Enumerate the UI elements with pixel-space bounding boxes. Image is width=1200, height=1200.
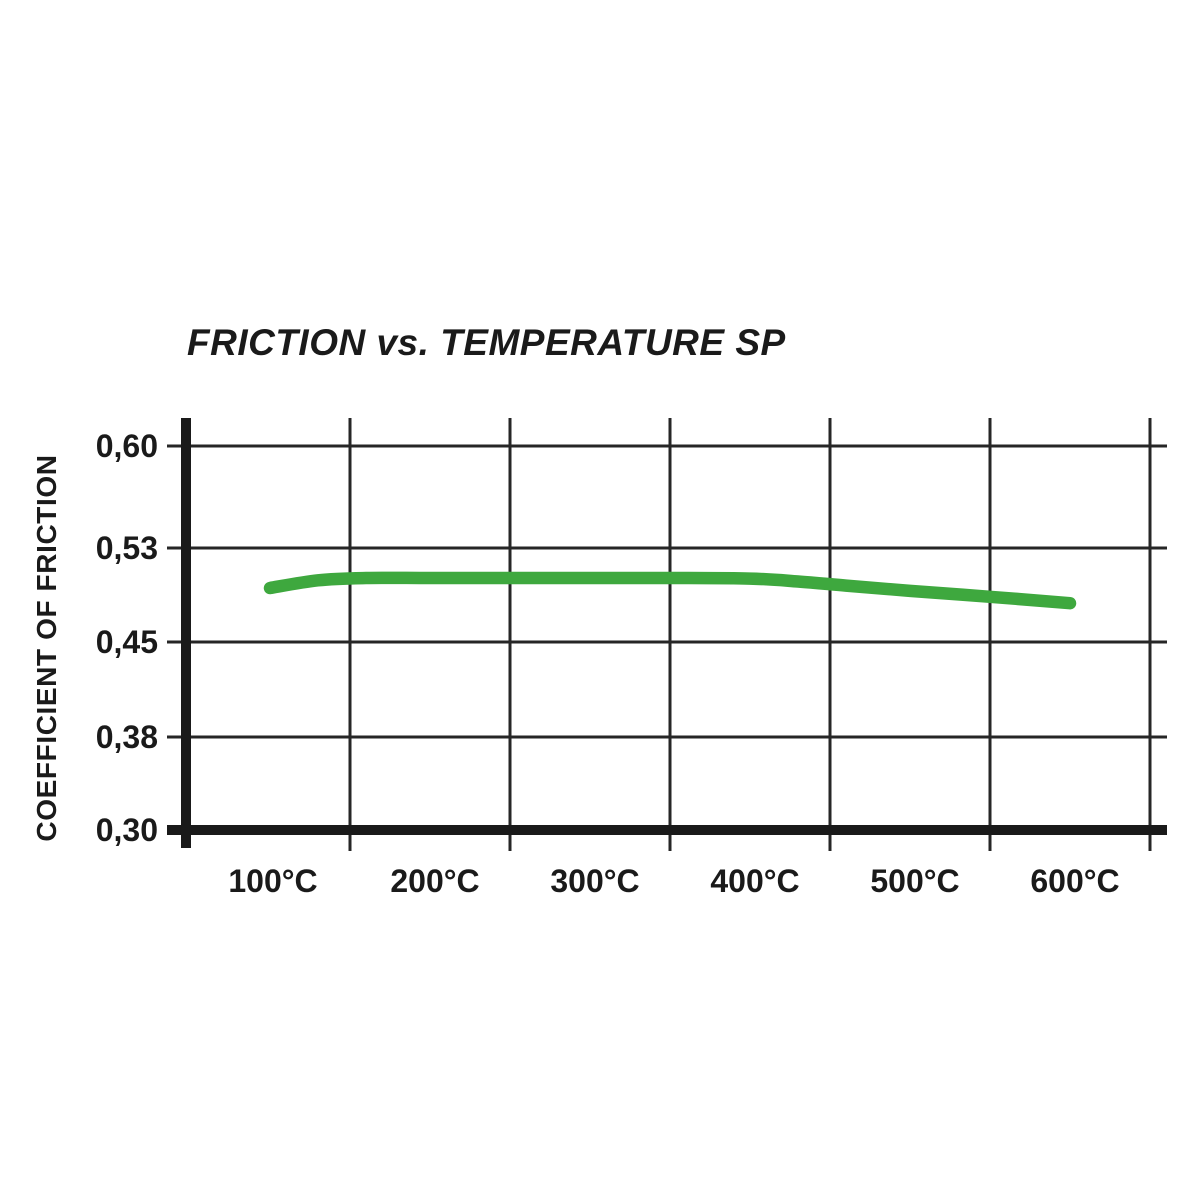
y-axis-line	[181, 418, 191, 848]
x-tick-label: 400°C	[710, 863, 799, 899]
y-tick-label: 0,60	[96, 428, 158, 464]
x-tick-label: 200°C	[390, 863, 479, 899]
x-tick-label: 600°C	[1030, 863, 1119, 899]
y-tick-label: 0,38	[96, 719, 158, 755]
x-axis-line	[167, 825, 1167, 835]
y-tick-label: 0,53	[96, 530, 158, 566]
chart-title: FRICTION vs. TEMPERATURE SP	[187, 322, 786, 363]
x-tick-label: 100°C	[228, 863, 317, 899]
x-tick-label: 300°C	[550, 863, 639, 899]
y-tick-label: 0,45	[96, 624, 158, 660]
y-tick-label: 0,30	[96, 812, 158, 848]
friction-curve	[263, 571, 1077, 610]
x-tick-label: 500°C	[870, 863, 959, 899]
